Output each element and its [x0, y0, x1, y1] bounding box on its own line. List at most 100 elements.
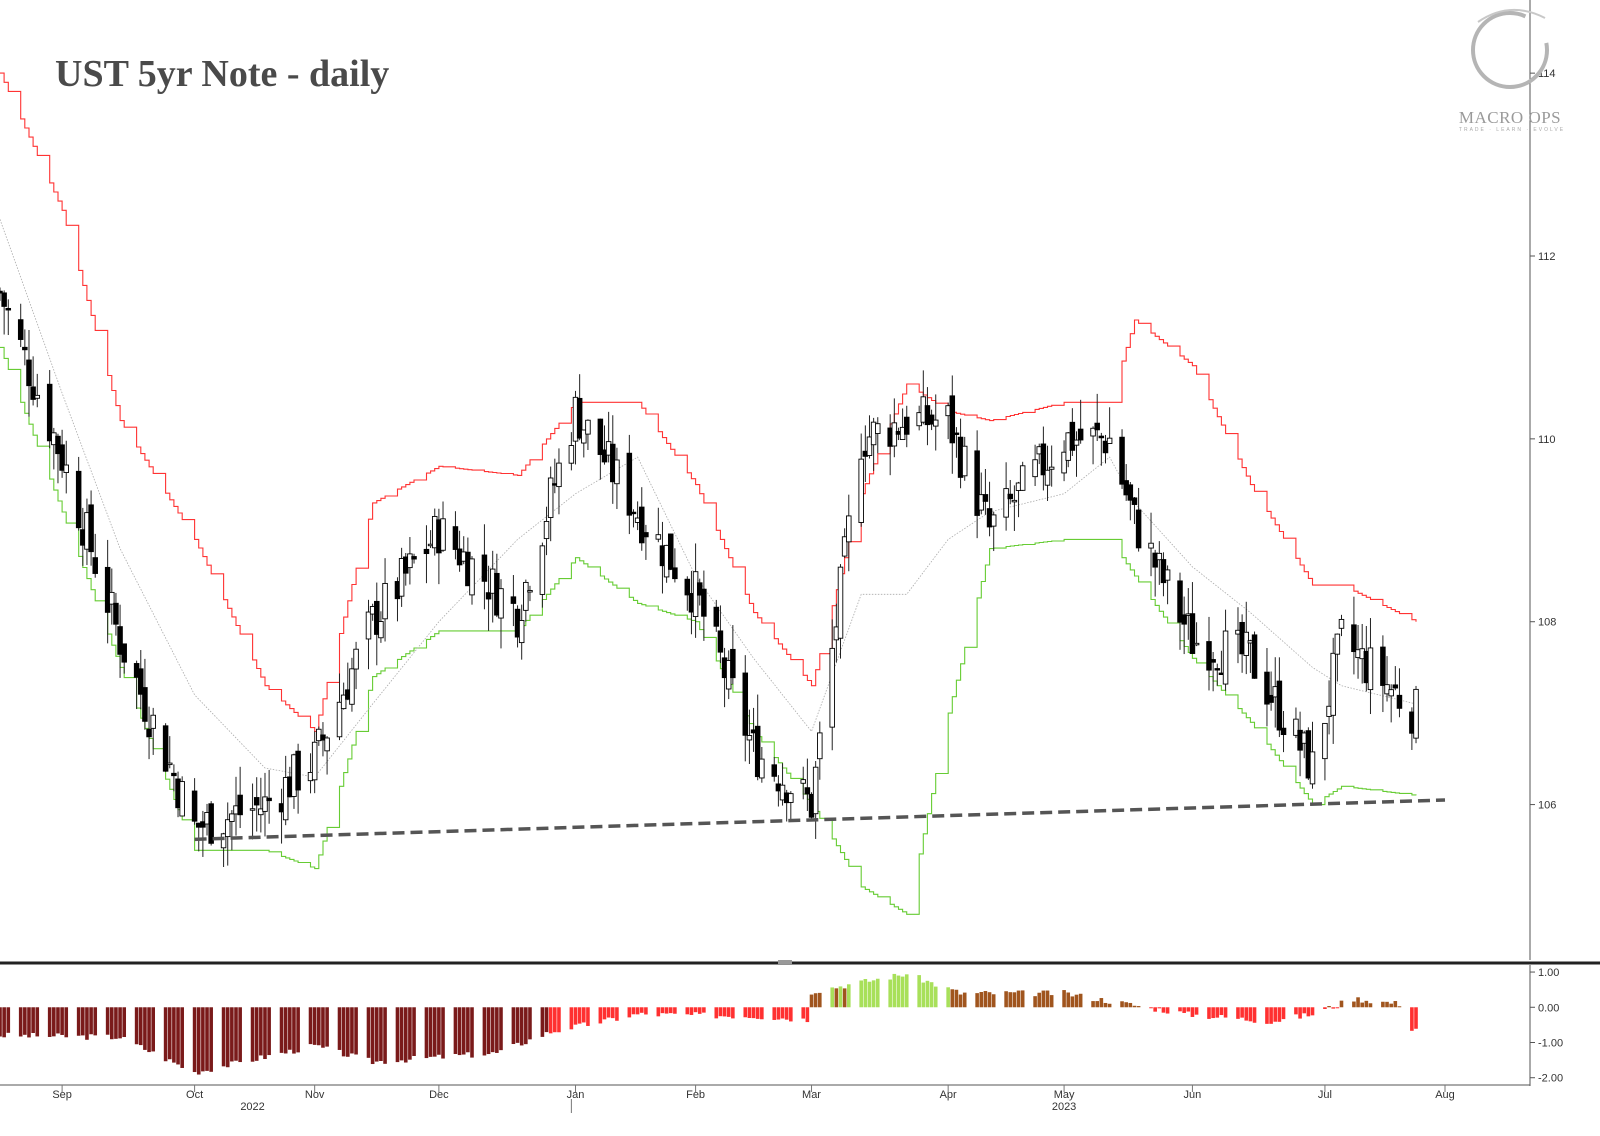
- oscillator-bar: [987, 992, 992, 1008]
- logo-text: MACRO OPS: [1459, 108, 1561, 127]
- oscillator-bar: [1356, 997, 1360, 1008]
- oscillator-bar: [569, 1007, 574, 1030]
- year-label: 2022: [240, 1101, 264, 1113]
- candle: [75, 456, 82, 531]
- candle: [597, 418, 604, 480]
- oscillator-bar: [1190, 1007, 1195, 1017]
- oscillator-bar: [921, 982, 926, 1008]
- oscillator-bar: [1215, 1007, 1220, 1018]
- oscillator-bar: [863, 979, 868, 1008]
- candle-up: [1106, 437, 1113, 444]
- oscillator-bar: [1331, 1007, 1336, 1009]
- candle: [701, 570, 707, 641]
- candle: [568, 432, 575, 471]
- candle: [1164, 565, 1171, 605]
- candle: [1309, 721, 1316, 789]
- candle-down: [485, 592, 492, 600]
- logo-ring: [1471, 11, 1549, 89]
- candle: [667, 533, 674, 571]
- oscillator-bar: [933, 986, 938, 1008]
- candle-down: [46, 383, 53, 442]
- oscillator-bar: [1281, 1007, 1286, 1020]
- oscillator-bar: [337, 1007, 342, 1050]
- candle: [1413, 685, 1419, 744]
- candle-up: [262, 796, 268, 812]
- candle-down: [1177, 580, 1183, 623]
- candle: [1367, 618, 1374, 715]
- oscillator-bar: [321, 1007, 325, 1048]
- oscillator-bar: [867, 981, 872, 1008]
- candle: [1048, 445, 1055, 487]
- oscillator-bar: [134, 1007, 139, 1045]
- candle-up: [1330, 652, 1336, 716]
- oscillator-bar: [917, 975, 921, 1008]
- candle-down: [928, 414, 935, 425]
- oscillator-bar: [1103, 1002, 1108, 1008]
- candle: [1214, 663, 1221, 686]
- oscillator-bar: [784, 1007, 789, 1020]
- candle-down: [5, 307, 12, 311]
- candle: [630, 509, 637, 528]
- oscillator-bar: [979, 992, 984, 1008]
- candle-up: [365, 611, 372, 640]
- oscillator-bar: [1124, 1002, 1128, 1008]
- oscillator-bar: [1248, 1007, 1253, 1022]
- candle-up: [1413, 688, 1419, 739]
- candle: [978, 472, 985, 515]
- candle: [837, 564, 844, 659]
- candle-up: [759, 758, 765, 779]
- candle: [485, 565, 492, 631]
- candle: [1011, 485, 1018, 531]
- candle-down: [1135, 509, 1142, 549]
- oscillator-bar: [689, 1007, 694, 1015]
- candle-up: [858, 458, 864, 523]
- price-tick-label: 110: [1538, 434, 1556, 446]
- oscillator-bar: [871, 980, 876, 1008]
- oscillator-bar: [631, 1007, 636, 1015]
- candle: [191, 778, 198, 825]
- candle-down: [191, 790, 198, 822]
- candle: [249, 783, 256, 840]
- candle-up: [518, 620, 525, 644]
- candle-up: [800, 779, 806, 784]
- candle: [800, 766, 806, 800]
- candle-down: [30, 386, 36, 400]
- oscillator-bar: [163, 1007, 168, 1062]
- candle: [162, 723, 169, 772]
- candle-up: [1243, 631, 1250, 656]
- candle-down: [1206, 641, 1212, 671]
- candle: [0, 287, 3, 301]
- candle: [224, 802, 231, 866]
- oscillator-bar: [1211, 1007, 1215, 1019]
- candle: [903, 405, 910, 448]
- oscillator-tick-label: -2.00: [1538, 1073, 1563, 1085]
- candle-down: [113, 602, 119, 625]
- candle-down: [1077, 428, 1084, 441]
- candle: [875, 417, 881, 454]
- candle: [1338, 614, 1345, 637]
- candle: [353, 641, 359, 690]
- month-label: Jun: [1184, 1089, 1202, 1101]
- candle: [146, 706, 152, 760]
- candle-up: [407, 553, 413, 569]
- oscillator-bar: [209, 1007, 213, 1072]
- candle-up: [655, 534, 662, 540]
- oscillator-bar: [118, 1007, 122, 1039]
- oscillator-bar: [1136, 1006, 1141, 1008]
- candle-up: [63, 464, 69, 473]
- oscillator-bar: [1066, 992, 1071, 1008]
- candle: [452, 511, 459, 560]
- oscillator-bar: [1381, 1001, 1385, 1008]
- oscillator-bar: [1414, 1007, 1418, 1029]
- candle-down: [1119, 436, 1125, 485]
- candle: [200, 810, 206, 857]
- candle: [713, 599, 720, 632]
- candle: [1396, 668, 1403, 718]
- year-label: 2023: [1052, 1101, 1076, 1113]
- candle: [523, 579, 529, 622]
- candle-down: [1181, 614, 1187, 625]
- candle: [1077, 399, 1084, 444]
- candle: [932, 394, 939, 451]
- candle: [1, 290, 7, 335]
- oscillator-bar: [1178, 1007, 1182, 1012]
